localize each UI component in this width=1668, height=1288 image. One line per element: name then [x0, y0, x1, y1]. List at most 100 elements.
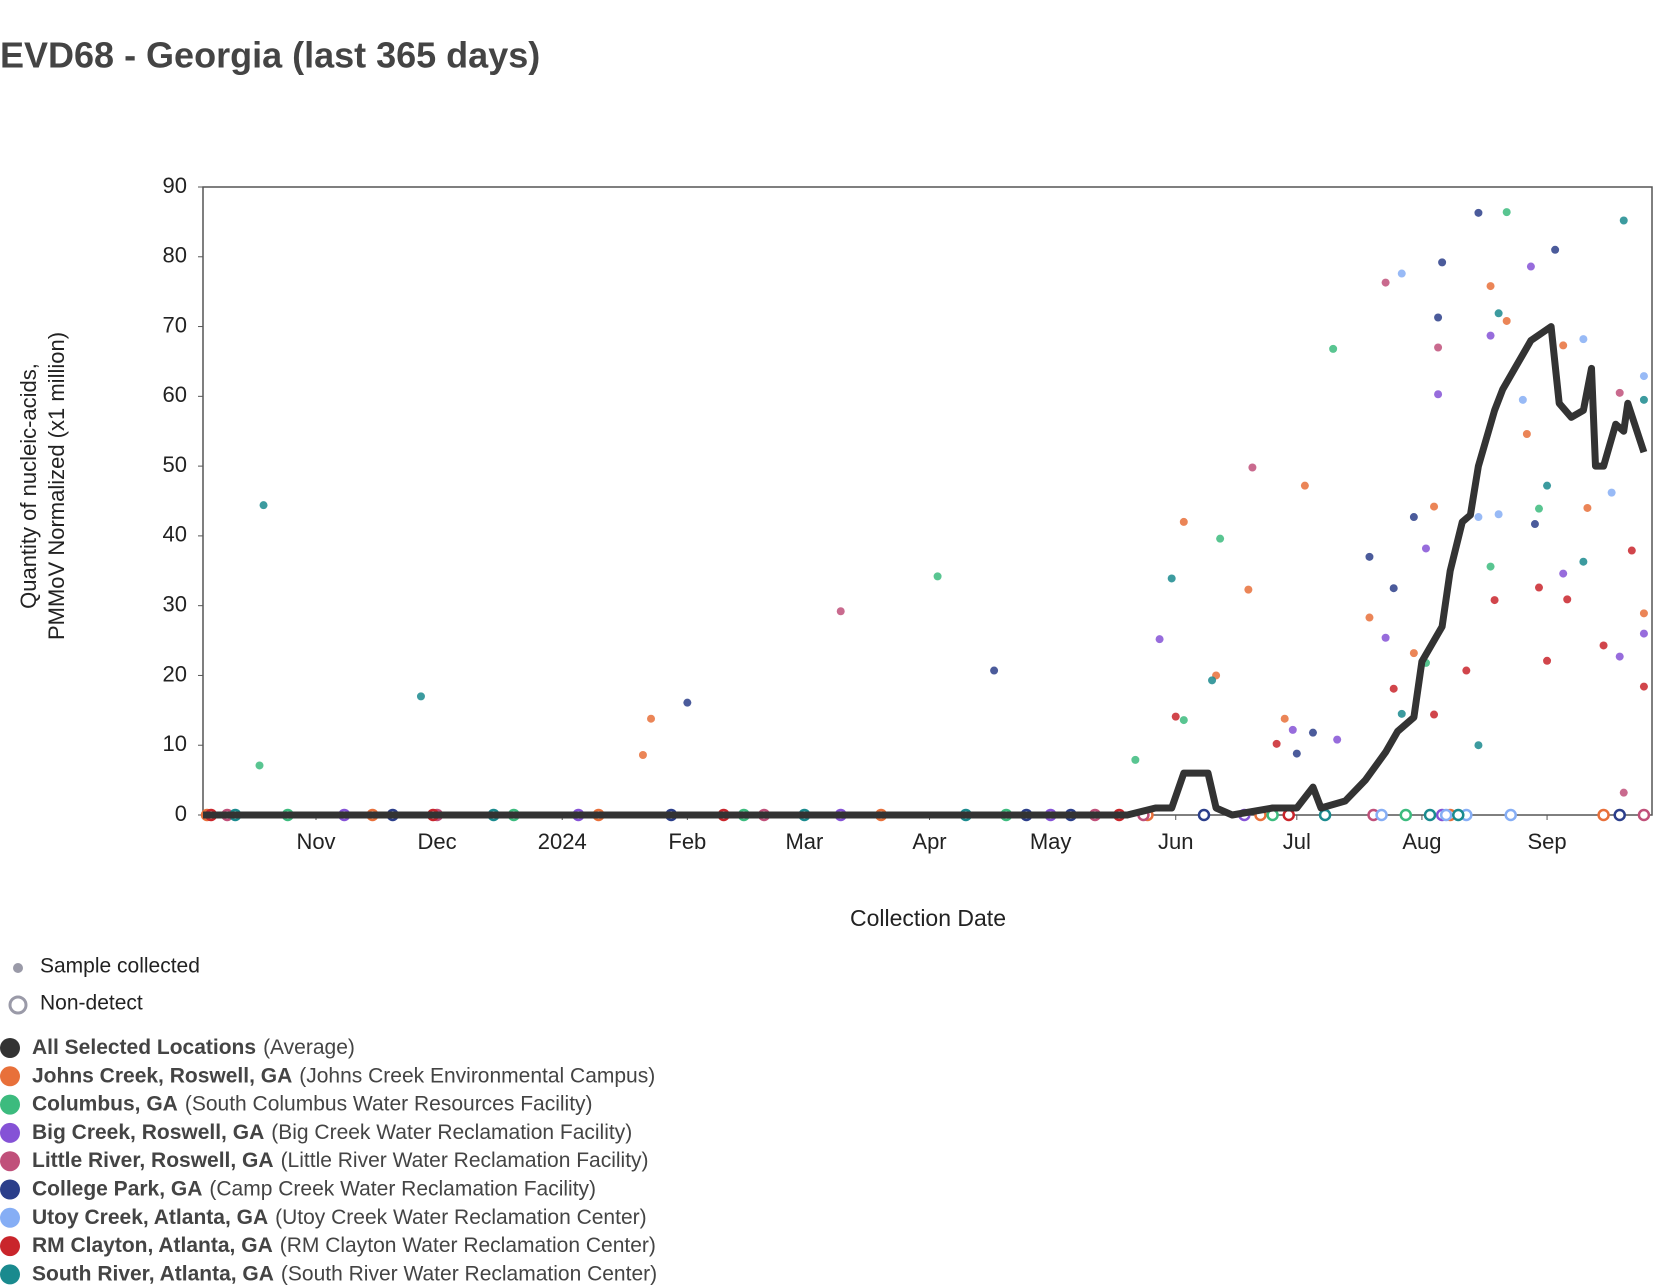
sample-point [1333, 735, 1342, 744]
legend-name: Johns Creek, Roswell, GA [32, 1064, 292, 1087]
y-tick-label: 20 [163, 661, 187, 686]
sample-point [1365, 613, 1374, 622]
series [220, 278, 1651, 822]
legend-name: Columbus, GA [32, 1092, 178, 1115]
legend-entry: South River, Atlanta, GA (South River Wat… [32, 1262, 657, 1285]
sample-point [1280, 714, 1289, 723]
sample-point [1619, 788, 1628, 797]
sample-point [1179, 716, 1188, 725]
sample-point [1627, 546, 1636, 555]
sample-point [1365, 552, 1374, 561]
legend-name: South River, Atlanta, GA [32, 1262, 274, 1285]
nondetect-point [1399, 808, 1413, 822]
y-tick-label: 70 [163, 312, 187, 337]
sample-point [1615, 652, 1624, 661]
sample-point [1502, 208, 1511, 217]
sample-point [1494, 510, 1503, 519]
legend-name: College Park, GA [32, 1177, 202, 1200]
average-line [203, 323, 1648, 819]
sample-point [1434, 390, 1443, 399]
sample-point [1559, 569, 1568, 578]
x-tick-label: Sep [1527, 829, 1566, 854]
legend-entry: RM Clayton, Atlanta, GA (RM Clayton Water… [32, 1234, 656, 1257]
legend-detail: (South River Water Reclamation Center) [281, 1262, 657, 1285]
sample-point [1131, 755, 1140, 764]
sample-point [1530, 520, 1539, 529]
sample-point [1619, 216, 1628, 225]
legend-detail: (Big Creek Water Reclamation Facility) [271, 1120, 632, 1143]
sample-point [1208, 676, 1217, 685]
legend-detail: (Camp Creek Water Reclamation Facility) [209, 1177, 596, 1200]
sample-point [1474, 513, 1483, 522]
x-tick-label: Feb [668, 829, 706, 854]
sample-point [1272, 739, 1281, 748]
sample-point [1486, 331, 1495, 340]
y-axis-label: Quantity of nucleic-acids, PMMoV Normali… [16, 332, 69, 640]
series [204, 546, 1648, 822]
legend-name: RM Clayton, Atlanta, GA [32, 1234, 273, 1257]
y-tick-label: 60 [163, 382, 187, 407]
sample-point [1421, 544, 1430, 553]
sample-point [1639, 395, 1648, 404]
sample-point [1639, 372, 1648, 381]
sample-point [259, 501, 268, 510]
sample-point [1308, 728, 1317, 737]
sample-point [1409, 513, 1418, 522]
sample-point [1583, 503, 1592, 512]
sample-point [990, 666, 999, 675]
legend-entry: Little River, Roswell, GA (Little River W… [32, 1149, 649, 1172]
nondetect-point [1613, 808, 1626, 822]
sample-point [1494, 309, 1503, 318]
sample-point [1607, 488, 1616, 497]
sample-point [1639, 682, 1648, 691]
sample-point [1288, 725, 1297, 734]
legend-detail: (Utoy Creek Water Reclamation Center) [275, 1205, 647, 1228]
legend-marker [0, 1264, 20, 1285]
legend-marker [0, 1151, 20, 1172]
series [200, 282, 1648, 822]
sample-point [1543, 481, 1552, 490]
nondetect-point [1637, 808, 1651, 822]
sample-point [1381, 633, 1390, 642]
sample-point [1579, 335, 1588, 344]
nondetect-point [1597, 808, 1610, 822]
sample-point [1534, 504, 1543, 513]
sample-point [1389, 684, 1398, 693]
series [255, 208, 1543, 822]
sample-point [1434, 313, 1443, 322]
legend-entry: All Selected Locations (Average) [32, 1036, 355, 1059]
legend-marker [0, 1122, 20, 1143]
sample-point [647, 714, 656, 723]
sample-point [1526, 262, 1535, 271]
sample-point [1502, 316, 1511, 325]
nondetect-point [1197, 808, 1211, 822]
sample-point [1381, 278, 1390, 287]
sample-point [1329, 344, 1338, 353]
y-tick-label: 90 [163, 173, 187, 198]
sample-point [1292, 749, 1301, 758]
x-tick-label: 2024 [538, 829, 587, 854]
sample-point [1563, 595, 1572, 604]
chart-title: EVD68 - Georgia (last 365 days) [0, 35, 540, 76]
legend-sample-label: Sample collected [40, 955, 200, 978]
series [229, 216, 1648, 822]
nondetect-point [1375, 808, 1388, 822]
legend-entry: Columbus, GA (South Columbus Water Resour… [32, 1092, 593, 1115]
series [386, 208, 1626, 822]
sample-point [1474, 208, 1483, 217]
sample-point [836, 607, 845, 616]
sample-point [1171, 712, 1180, 721]
legend-name: Little River, Roswell, GA [32, 1149, 274, 1172]
legend-name: Utoy Creek, Atlanta, GA [32, 1205, 268, 1228]
sample-point [1389, 584, 1398, 593]
sample-point [1559, 341, 1568, 350]
y-tick-label: 80 [163, 243, 187, 268]
x-tick-label: Apr [912, 829, 946, 854]
plot-frame [202, 186, 1653, 816]
sample-point [638, 750, 647, 759]
x-axis-label: Collection Date [850, 905, 1006, 931]
sample-point [1430, 710, 1439, 719]
legend-detail: (South Columbus Water Resources Facility… [185, 1092, 593, 1115]
x-tick-label: May [1030, 829, 1072, 854]
